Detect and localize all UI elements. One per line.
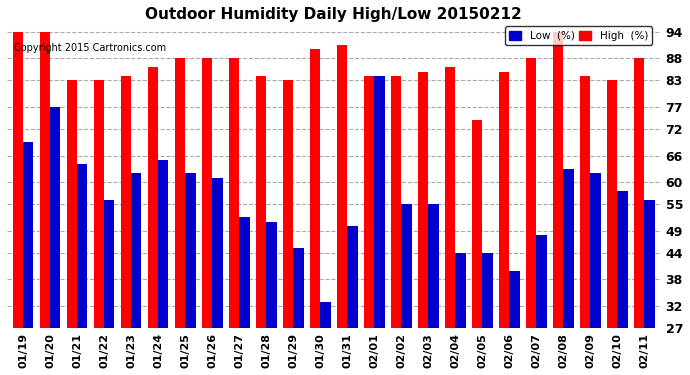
Bar xyxy=(158,160,168,375)
Bar xyxy=(266,222,277,375)
Bar xyxy=(634,58,644,375)
Bar xyxy=(526,58,536,375)
Bar xyxy=(536,235,546,375)
Bar xyxy=(50,107,61,375)
Bar xyxy=(375,76,384,375)
Bar xyxy=(283,80,293,375)
Bar xyxy=(185,173,195,375)
Bar xyxy=(472,120,482,375)
Bar xyxy=(67,80,77,375)
Bar xyxy=(644,200,655,375)
Bar xyxy=(337,45,347,375)
Bar xyxy=(564,169,573,375)
Bar xyxy=(445,67,455,375)
Bar xyxy=(580,76,591,375)
Bar xyxy=(148,67,158,375)
Bar xyxy=(310,50,320,375)
Bar xyxy=(607,80,618,375)
Bar xyxy=(391,76,402,375)
Bar xyxy=(455,253,466,375)
Bar xyxy=(121,76,131,375)
Bar xyxy=(482,253,493,375)
Bar xyxy=(509,271,520,375)
Bar xyxy=(229,58,239,375)
Bar xyxy=(293,249,304,375)
Bar xyxy=(402,204,412,375)
Legend: Low  (%), High  (%): Low (%), High (%) xyxy=(505,27,652,45)
Bar xyxy=(239,217,250,375)
Bar xyxy=(347,226,357,375)
Bar xyxy=(13,32,23,375)
Bar xyxy=(40,32,50,375)
Bar xyxy=(428,204,439,375)
Bar xyxy=(320,302,331,375)
Bar xyxy=(418,72,428,375)
Bar xyxy=(618,191,628,375)
Bar xyxy=(256,76,266,375)
Title: Outdoor Humidity Daily High/Low 20150212: Outdoor Humidity Daily High/Low 20150212 xyxy=(146,7,522,22)
Bar xyxy=(364,76,375,375)
Bar xyxy=(202,58,213,375)
Bar xyxy=(94,80,104,375)
Bar xyxy=(131,173,141,375)
Bar xyxy=(591,173,601,375)
Text: Copyright 2015 Cartronics.com: Copyright 2015 Cartronics.com xyxy=(14,43,166,52)
Bar xyxy=(77,164,88,375)
Bar xyxy=(104,200,115,375)
Bar xyxy=(499,72,509,375)
Bar xyxy=(213,178,222,375)
Bar xyxy=(23,142,33,375)
Bar xyxy=(553,32,564,375)
Bar xyxy=(175,58,185,375)
